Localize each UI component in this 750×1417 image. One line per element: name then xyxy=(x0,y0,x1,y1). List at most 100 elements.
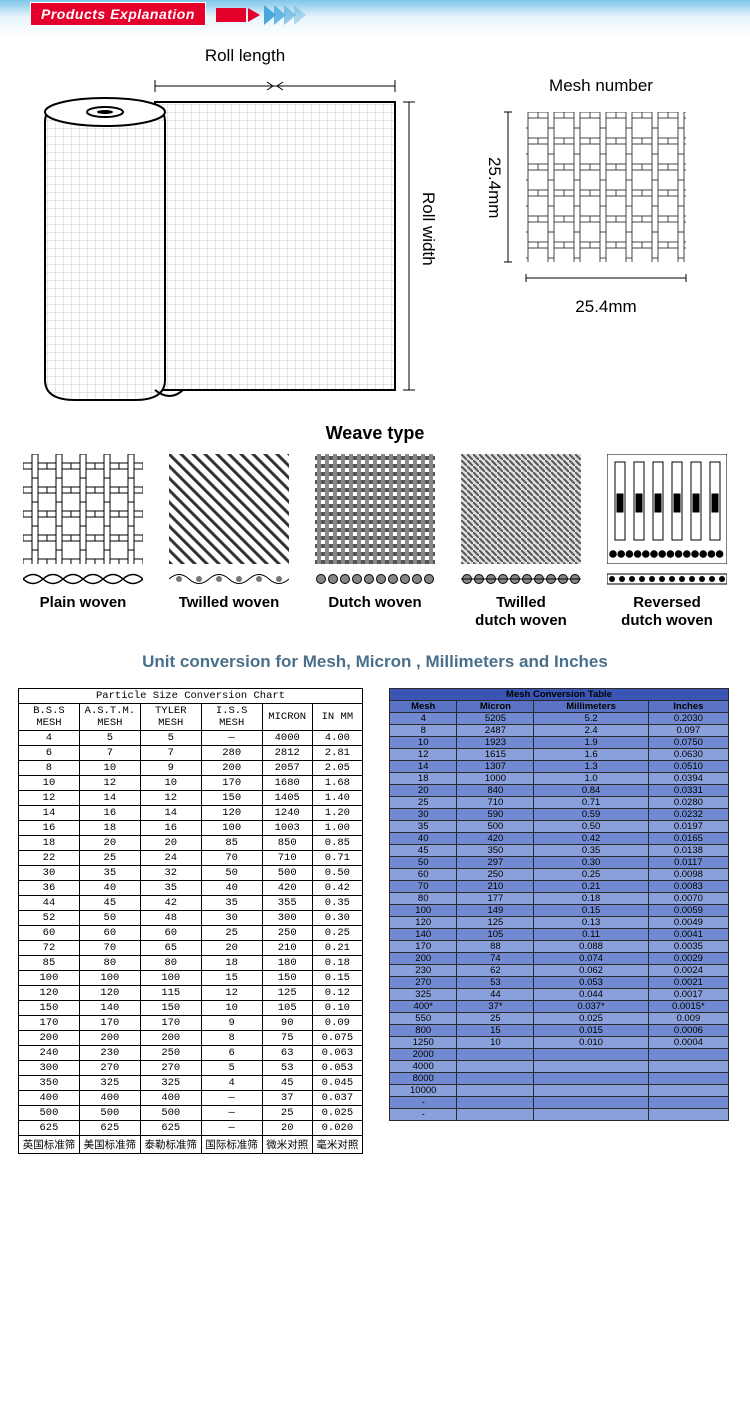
table-cell: 170 xyxy=(79,1016,140,1031)
table-cell: 840 xyxy=(457,785,534,797)
table-cell: 100 xyxy=(19,971,80,986)
weave-title: Weave type xyxy=(0,423,750,444)
table-cell: 400 xyxy=(140,1091,201,1106)
weave-item: Twilleddutch woven xyxy=(456,454,586,630)
table-cell: 70 xyxy=(79,941,140,956)
table-cell: 0.0024 xyxy=(648,965,728,977)
table-cell: 12 xyxy=(390,749,457,761)
table-cell: 625 xyxy=(19,1121,80,1136)
table-cell: 35 xyxy=(79,866,140,881)
table-cell: 45 xyxy=(390,845,457,857)
table-cell: 2487 xyxy=(457,725,534,737)
table-cell xyxy=(534,1073,648,1085)
table-row: 1019231.90.0750 xyxy=(390,737,729,749)
table-row: 702100.210.0083 xyxy=(390,881,729,893)
table-cell: 105 xyxy=(262,1001,312,1016)
table-cell: 2.81 xyxy=(312,746,362,761)
table-cell: - xyxy=(390,1109,457,1121)
table-cell: 英国标准筛 xyxy=(19,1136,80,1154)
table-cell: 350 xyxy=(19,1076,80,1091)
table-cell: 0.044 xyxy=(534,989,648,1001)
table-cell: 25 xyxy=(457,1013,534,1025)
table-cell: 1240 xyxy=(262,806,312,821)
table-cell: 125 xyxy=(457,917,534,929)
table-cell: 35 xyxy=(201,896,262,911)
table-cell: 0.037* xyxy=(534,1001,648,1013)
table-cell: 14 xyxy=(19,806,80,821)
table-header: I.S.SMESH xyxy=(201,704,262,731)
table-cell: 250 xyxy=(457,869,534,881)
table-cell: 10000 xyxy=(390,1085,457,1097)
table-header: A.S.T.M.MESH xyxy=(79,704,140,731)
table-cell: 72 xyxy=(19,941,80,956)
table-cell: 10 xyxy=(390,737,457,749)
table-cell: 16 xyxy=(140,821,201,836)
table-cell: 15 xyxy=(457,1025,534,1037)
table-cell: 1680 xyxy=(262,776,312,791)
table-cell: 500 xyxy=(79,1106,140,1121)
table-row: 452055.20.2030 xyxy=(390,713,729,725)
table-cell: 0.009 xyxy=(648,1013,728,1025)
table-cell: 1.6 xyxy=(534,749,648,761)
table-cell: 0.15 xyxy=(534,905,648,917)
table-cell: 300 xyxy=(262,911,312,926)
table-cell: 62 xyxy=(457,965,534,977)
table-cell: 微米对照 xyxy=(262,1136,312,1154)
table-cell xyxy=(648,1097,728,1109)
table-cell: 53 xyxy=(262,1061,312,1076)
table-cell: 40 xyxy=(201,881,262,896)
table-cell: 16 xyxy=(19,821,80,836)
table-header: Millimeters xyxy=(534,701,648,713)
table-row: 404200.420.0165 xyxy=(390,833,729,845)
table-cell: 4000 xyxy=(262,731,312,746)
table-cell xyxy=(534,1109,648,1121)
table-cell: 170 xyxy=(201,776,262,791)
table-cell: 0.062 xyxy=(534,965,648,977)
table-row: 824872.40.097 xyxy=(390,725,729,737)
table-cell: 0.42 xyxy=(312,881,362,896)
table-cell: 800 xyxy=(390,1025,457,1037)
table-cell: 625 xyxy=(79,1121,140,1136)
table-cell xyxy=(457,1085,534,1097)
table-cell: 7 xyxy=(79,746,140,761)
table-cell: — xyxy=(201,1121,262,1136)
table-cell: 60 xyxy=(390,869,457,881)
header-band: Products Explanation xyxy=(0,0,750,38)
table-cell: 74 xyxy=(457,953,534,965)
mesh-svg xyxy=(486,102,696,292)
table-cell: 0.2030 xyxy=(648,713,728,725)
table-cell: 200 xyxy=(140,1031,201,1046)
table-cell: 300 xyxy=(19,1061,80,1076)
table-row: 208400.840.0331 xyxy=(390,785,729,797)
table-cell: 1.40 xyxy=(312,791,362,806)
table-cell: 12 xyxy=(140,791,201,806)
table-row: 305900.590.0232 xyxy=(390,809,729,821)
table-cell: 10 xyxy=(201,1001,262,1016)
table-cell: 25 xyxy=(390,797,457,809)
table-row: 810920020572.05 xyxy=(19,761,363,776)
table-cell: 0.053 xyxy=(534,977,648,989)
table-cell: 100 xyxy=(140,971,201,986)
table-row: 1810001.00.0394 xyxy=(390,773,729,785)
table-cell: 36 xyxy=(19,881,80,896)
table-cell: 150 xyxy=(201,791,262,806)
table-row: 453500.350.0138 xyxy=(390,845,729,857)
table-row: - xyxy=(390,1097,729,1109)
table-cell: 0.015 xyxy=(534,1025,648,1037)
table-cell: 5 xyxy=(79,731,140,746)
table-cell: 0.0280 xyxy=(648,797,728,809)
table-row: 1413071.30.0510 xyxy=(390,761,729,773)
table-cell: 150 xyxy=(140,1001,201,1016)
weave-item: Twilled woven xyxy=(164,454,294,630)
weave-row: Plain wovenTwilled wovenDutch wovenTwill… xyxy=(0,454,750,630)
table-cell: 0.35 xyxy=(312,896,362,911)
table-cell: 85 xyxy=(201,836,262,851)
table-row: 222524707100.71 xyxy=(19,851,363,866)
table-row: 2000 xyxy=(390,1049,729,1061)
table-cell: 250 xyxy=(140,1046,201,1061)
table-header: IN MM xyxy=(312,704,362,731)
table-cell: 1.0 xyxy=(534,773,648,785)
table-cell: 710 xyxy=(262,851,312,866)
table-cell: 1.3 xyxy=(534,761,648,773)
table-cell: 0.0165 xyxy=(648,833,728,845)
